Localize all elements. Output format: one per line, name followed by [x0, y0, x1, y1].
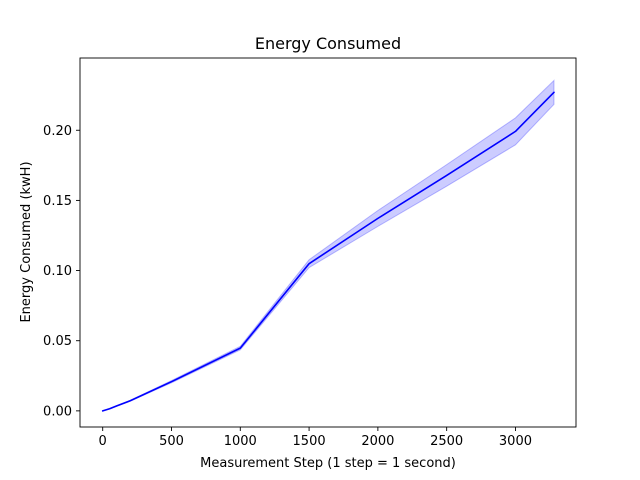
x-tick-label: 2000	[361, 434, 394, 449]
y-tick-label: 0.10	[43, 264, 72, 279]
x-tick-label: 1500	[293, 434, 326, 449]
y-axis-label: Energy Consumed (kwH)	[19, 161, 34, 322]
x-tick-label: 1000	[224, 434, 257, 449]
x-tick-label: 0	[99, 434, 107, 449]
axes-frame	[79, 57, 577, 428]
series-line-0	[101, 91, 555, 412]
y-tick-label: 0.00	[43, 404, 72, 419]
y-tick-label: 0.20	[43, 124, 72, 139]
chart-title: Energy Consumed	[255, 34, 401, 53]
x-tick-label: 3000	[499, 434, 532, 449]
plot-clip-group	[101, 79, 555, 412]
y-tick-label: 0.15	[43, 194, 72, 209]
y-tick-label: 0.05	[43, 334, 72, 349]
x-axis-label: Measurement Step (1 step = 1 second)	[200, 456, 456, 471]
x-tick-label: 2500	[430, 434, 463, 449]
axes: 0 500 1000 1500 2000 2500 3000 0.00 0.05 0.10 0.15…	[43, 57, 577, 449]
x-tick-label: 500	[159, 434, 184, 449]
plot-area	[101, 79, 555, 412]
